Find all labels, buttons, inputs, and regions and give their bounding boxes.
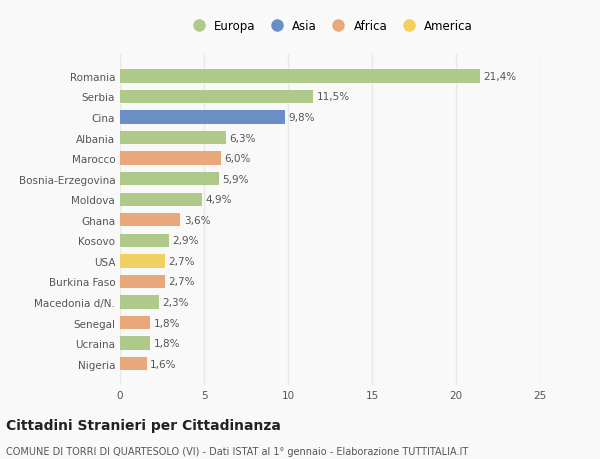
Text: 6,0%: 6,0% xyxy=(224,154,251,164)
Text: 9,8%: 9,8% xyxy=(288,113,314,123)
Bar xyxy=(120,70,479,84)
Text: 5,9%: 5,9% xyxy=(223,174,249,185)
Legend: Europa, Asia, Africa, America: Europa, Asia, Africa, America xyxy=(185,18,475,36)
Text: 2,9%: 2,9% xyxy=(172,236,199,246)
Text: Cittadini Stranieri per Cittadinanza: Cittadini Stranieri per Cittadinanza xyxy=(6,418,281,432)
Text: 21,4%: 21,4% xyxy=(483,72,516,82)
Text: 1,8%: 1,8% xyxy=(154,318,180,328)
Bar xyxy=(120,337,150,350)
Bar xyxy=(120,234,169,247)
Bar xyxy=(120,111,284,124)
Text: 1,8%: 1,8% xyxy=(154,338,180,348)
Bar xyxy=(120,193,202,207)
Bar xyxy=(120,275,166,289)
Bar xyxy=(120,296,158,309)
Text: 1,6%: 1,6% xyxy=(150,359,177,369)
Text: 4,9%: 4,9% xyxy=(206,195,232,205)
Bar xyxy=(120,132,226,145)
Text: 2,7%: 2,7% xyxy=(169,277,195,287)
Text: 2,7%: 2,7% xyxy=(169,256,195,266)
Text: 11,5%: 11,5% xyxy=(317,92,350,102)
Bar xyxy=(120,173,219,186)
Bar xyxy=(120,255,166,268)
Text: COMUNE DI TORRI DI QUARTESOLO (VI) - Dati ISTAT al 1° gennaio - Elaborazione TUT: COMUNE DI TORRI DI QUARTESOLO (VI) - Dat… xyxy=(6,447,468,456)
Text: 2,3%: 2,3% xyxy=(162,297,188,308)
Text: 6,3%: 6,3% xyxy=(229,133,256,143)
Bar xyxy=(120,152,221,165)
Text: 3,6%: 3,6% xyxy=(184,215,211,225)
Bar xyxy=(120,90,313,104)
Bar xyxy=(120,213,181,227)
Bar xyxy=(120,357,147,370)
Bar xyxy=(120,316,150,330)
